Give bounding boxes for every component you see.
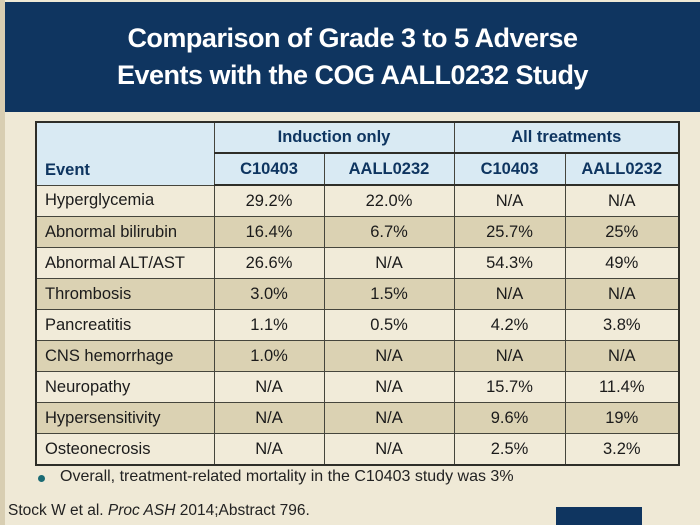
table-row-abnormal-bilirubin: Abnormal bilirubin 16.4% 6.7% 25.7% 25%: [35, 216, 680, 248]
value-cell: N/A: [323, 371, 455, 403]
table-row-hypersensitivity: Hypersensitivity N/A N/A 9.6% 19%: [35, 402, 680, 434]
table-row-abnormal-alt-ast: Abnormal ALT/AST 26.6% N/A 54.3% 49%: [35, 247, 680, 279]
summary-bullet: Overall, treatment-related mortality in …: [38, 468, 678, 486]
value-cell: N/A: [323, 433, 455, 466]
value-cell: 19%: [564, 402, 680, 434]
slide-title-line2: Events with the COG AALL0232 Study: [116, 60, 589, 90]
value-cell: 1.5%: [323, 278, 455, 310]
title-bar: Comparison of Grade 3 to 5 Adverse Event…: [5, 2, 700, 112]
table-group-header-row: Event Induction only All treatments: [35, 121, 680, 186]
value-cell: N/A: [213, 402, 325, 434]
value-cell: 0.5%: [323, 309, 455, 341]
event-name: CNS hemorrhage: [35, 340, 215, 372]
value-cell: 15.7%: [453, 371, 566, 403]
value-cell: 3.0%: [213, 278, 325, 310]
value-cell: N/A: [453, 340, 566, 372]
value-cell: N/A: [213, 433, 325, 466]
value-cell: N/A: [323, 247, 455, 279]
citation: Stock W et al. Proc ASH 2014;Abstract 79…: [8, 502, 310, 520]
table-row-cns-hemorrhage: CNS hemorrhage 1.0% N/A N/A N/A: [35, 340, 680, 372]
value-cell: 1.1%: [213, 309, 325, 341]
value-cell: 9.6%: [453, 402, 566, 434]
citation-details: 2014;Abstract 796.: [175, 502, 310, 519]
event-name: Abnormal bilirubin: [35, 216, 215, 248]
column-header-all-aall0232: AALL0232: [564, 152, 680, 186]
slide-title: Comparison of Grade 3 to 5 Adverse Event…: [116, 20, 589, 94]
table-row-thrombosis: Thrombosis 3.0% 1.5% N/A N/A: [35, 278, 680, 310]
value-cell: 11.4%: [564, 371, 680, 403]
table-row-neuropathy: Neuropathy N/A N/A 15.7% 11.4%: [35, 371, 680, 403]
slide-left-edge: [0, 0, 5, 525]
value-cell: 4.2%: [453, 309, 566, 341]
value-cell: N/A: [564, 184, 680, 217]
value-cell: 26.6%: [213, 247, 325, 279]
value-cell: 54.3%: [453, 247, 566, 279]
value-cell: 1.0%: [213, 340, 325, 372]
citation-journal: Proc ASH: [107, 502, 176, 519]
column-header-induction-c10403: C10403: [213, 152, 325, 186]
footer-logo-box: [556, 507, 642, 525]
value-cell: N/A: [564, 278, 680, 310]
event-name: Thrombosis: [35, 278, 215, 310]
event-name: Neuropathy: [35, 371, 215, 403]
value-cell: N/A: [453, 278, 566, 310]
value-cell: N/A: [453, 184, 566, 217]
column-header-event: Event: [35, 121, 215, 186]
event-name: Abnormal ALT/AST: [35, 247, 215, 279]
value-cell: 25%: [564, 216, 680, 248]
value-cell: 6.7%: [323, 216, 455, 248]
table-row-osteonecrosis: Osteonecrosis N/A N/A 2.5% 3.2%: [35, 433, 680, 466]
adverse-events-table: Event Induction only All treatments C104…: [35, 121, 680, 466]
value-cell: N/A: [323, 402, 455, 434]
column-header-induction-aall0232: AALL0232: [323, 152, 455, 186]
value-cell: 29.2%: [213, 184, 325, 217]
value-cell: 3.8%: [564, 309, 680, 341]
group-header-induction-only: Induction only: [213, 121, 455, 154]
citation-authors: Stock W et al.: [8, 502, 108, 519]
value-cell: N/A: [213, 371, 325, 403]
table-row-pancreatitis: Pancreatitis 1.1% 0.5% 4.2% 3.8%: [35, 309, 680, 341]
event-name: Hypersensitivity: [35, 402, 215, 434]
event-name: Hyperglycemia: [35, 184, 215, 217]
value-cell: N/A: [564, 340, 680, 372]
value-cell: 2.5%: [453, 433, 566, 466]
event-name: Osteonecrosis: [35, 433, 215, 466]
value-cell: 3.2%: [564, 433, 680, 466]
value-cell: 16.4%: [213, 216, 325, 248]
table-row-hyperglycemia: Hyperglycemia 29.2% 22.0% N/A N/A: [35, 184, 680, 217]
bullet-icon: [38, 474, 45, 482]
value-cell: 49%: [564, 247, 680, 279]
column-header-all-c10403: C10403: [453, 152, 566, 186]
value-cell: 25.7%: [453, 216, 566, 248]
slide-title-line1: Comparison of Grade 3 to 5 Adverse: [127, 23, 578, 53]
group-header-all-treatments: All treatments: [453, 121, 680, 154]
value-cell: 22.0%: [323, 184, 455, 217]
value-cell: N/A: [323, 340, 455, 372]
summary-bullet-text: Overall, treatment-related mortality in …: [60, 468, 514, 485]
event-name: Pancreatitis: [35, 309, 215, 341]
table-column-header-row: C10403 AALL0232 C10403 AALL0232: [36, 152, 680, 186]
